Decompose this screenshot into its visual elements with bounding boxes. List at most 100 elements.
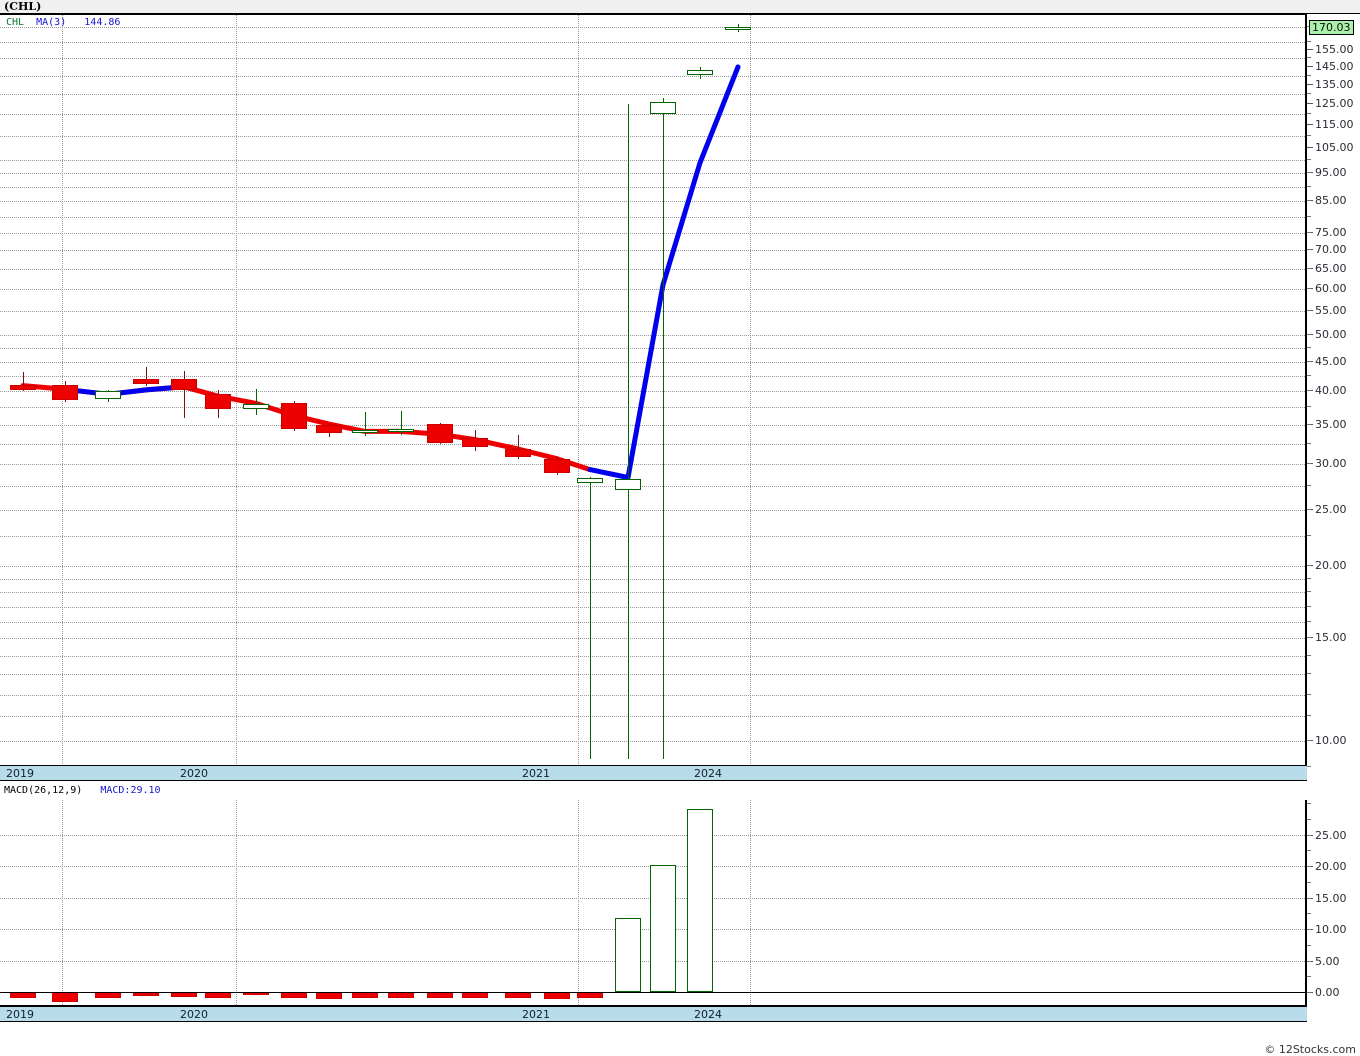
candle-body[interactable] (427, 424, 453, 443)
macd-plot-area[interactable] (0, 800, 1307, 1006)
candle-body[interactable] (243, 404, 269, 409)
macd-gridline-vertical (62, 800, 63, 1005)
price-axis-minor-tick (1307, 231, 1311, 233)
macd-axis-tick-label: 5.00 (1315, 954, 1340, 968)
gridline-horizontal (0, 375, 1305, 377)
price-axis-tick-label: 95.00 (1315, 166, 1347, 180)
macd-axis-minor-tick (1307, 803, 1311, 805)
price-axis-minor-tick (1307, 74, 1311, 76)
price-axis-tick-label: 125.00 (1315, 97, 1354, 111)
gridline-horizontal (0, 201, 1305, 203)
price-axis-minor-tick (1307, 267, 1311, 269)
price-axis-tick-mark (1307, 103, 1313, 105)
price-x-axis-label: 2021 (522, 767, 550, 780)
gridline-horizontal (0, 638, 1305, 640)
macd-axis-minor-tick (1307, 866, 1311, 868)
price-axis-minor-tick (1307, 621, 1311, 622)
gridline-horizontal (0, 592, 1305, 594)
gridline-vertical (236, 15, 237, 766)
candle-body[interactable] (577, 478, 603, 483)
legend-ma-value: 144.86 (84, 17, 121, 28)
gridline-horizontal (0, 694, 1305, 696)
price-axis-tick-mark (1307, 147, 1313, 148)
macd-gridline-vertical (578, 800, 579, 1005)
price-axis-minor-tick (1307, 215, 1311, 217)
moving-average-line (587, 64, 741, 480)
price-axis-minor-tick (1307, 406, 1311, 408)
candle-body[interactable] (544, 458, 570, 474)
gridline-horizontal (0, 485, 1305, 487)
candle-body[interactable] (388, 429, 414, 433)
macd-axis-minor-tick (1307, 929, 1311, 931)
macd-bar[interactable] (615, 918, 641, 993)
candle-body[interactable] (462, 438, 488, 447)
price-axis-tick-label: 85.00 (1315, 194, 1347, 208)
gridline-horizontal (0, 58, 1305, 60)
macd-bar[interactable] (650, 864, 676, 993)
candle-wick (628, 104, 629, 759)
macd-axis-minor-tick (1307, 881, 1311, 883)
price-axis-minor-tick (1307, 346, 1311, 348)
macd-axis-tick-label: 20.00 (1315, 860, 1347, 874)
gridline-horizontal (0, 606, 1305, 608)
candle-body[interactable] (725, 26, 751, 30)
price-axis-minor-tick (1307, 333, 1311, 335)
price-axis-minor-tick (1307, 715, 1311, 717)
gridline-horizontal (0, 216, 1305, 218)
current-price-tag: 170.03 (1309, 19, 1354, 35)
macd-gridline-vertical (750, 800, 751, 1005)
price-axis-minor-tick (1307, 654, 1311, 656)
candle-body[interactable] (52, 384, 78, 401)
candle-body[interactable] (10, 384, 36, 390)
macd-bar[interactable] (687, 808, 713, 993)
macd-zero-line (0, 992, 1305, 994)
legend-symbol: CHL (6, 17, 25, 28)
gridline-horizontal (0, 310, 1305, 312)
macd-bar[interactable] (316, 992, 342, 999)
candle-body[interactable] (505, 449, 531, 458)
macd-gridline-horizontal (0, 834, 1305, 836)
price-axis-minor-tick (1307, 200, 1311, 202)
macd-axis-minor-tick (1307, 913, 1311, 915)
price-plot-area[interactable] (0, 14, 1307, 766)
price-axis-minor-tick (1307, 766, 1311, 767)
price-axis-minor-tick (1307, 93, 1311, 95)
gridline-horizontal (0, 463, 1305, 465)
macd-gridline-vertical (236, 800, 237, 1005)
candle-body[interactable] (171, 378, 197, 390)
gridline-horizontal (0, 443, 1305, 445)
candle-body[interactable] (133, 378, 159, 384)
candle-body[interactable] (205, 393, 231, 410)
candle-body[interactable] (352, 429, 378, 433)
candle-body[interactable] (687, 70, 713, 76)
candle-body[interactable] (615, 479, 641, 491)
macd-axis-tick-label: 10.00 (1315, 923, 1347, 937)
candle-body[interactable] (650, 102, 676, 115)
price-axis-minor-tick (1307, 172, 1311, 174)
candle-body[interactable] (281, 402, 307, 430)
macd-x-axis-label: 2024 (694, 1008, 722, 1021)
price-axis-tick-label: 115.00 (1315, 118, 1354, 132)
gridline-horizontal (0, 136, 1305, 138)
price-axis-minor-tick (1307, 564, 1311, 566)
candle-body[interactable] (316, 424, 342, 433)
price-axis-minor-tick (1307, 673, 1311, 675)
macd-axis-minor-tick (1307, 944, 1311, 946)
price-axis-minor-tick (1307, 605, 1311, 607)
price-axis-tick-label: 30.00 (1315, 456, 1347, 470)
footer-credit: © 12Stocks.com (1264, 1043, 1356, 1056)
price-axis-minor-tick (1307, 423, 1311, 425)
price-axis-tick-label: 50.00 (1315, 327, 1347, 341)
price-axis-minor-tick (1307, 535, 1311, 537)
gridline-horizontal (0, 424, 1305, 426)
price-axis-tick-label: 10.00 (1315, 733, 1347, 747)
gridline-horizontal (0, 361, 1305, 363)
gridline-horizontal (0, 740, 1305, 742)
price-axis-minor-tick (1307, 508, 1311, 510)
macd-x-axis: 2019 2020 2021 2024 (0, 1006, 1307, 1022)
candle-wick (365, 412, 366, 436)
macd-y-axis: 25.00 20.00 15.00 10.00 5.00 0.00 (1307, 784, 1360, 1056)
candle-body[interactable] (95, 390, 121, 399)
price-legend: CHL MA(3) 144.86 (6, 17, 120, 28)
macd-bar[interactable] (52, 992, 78, 1003)
